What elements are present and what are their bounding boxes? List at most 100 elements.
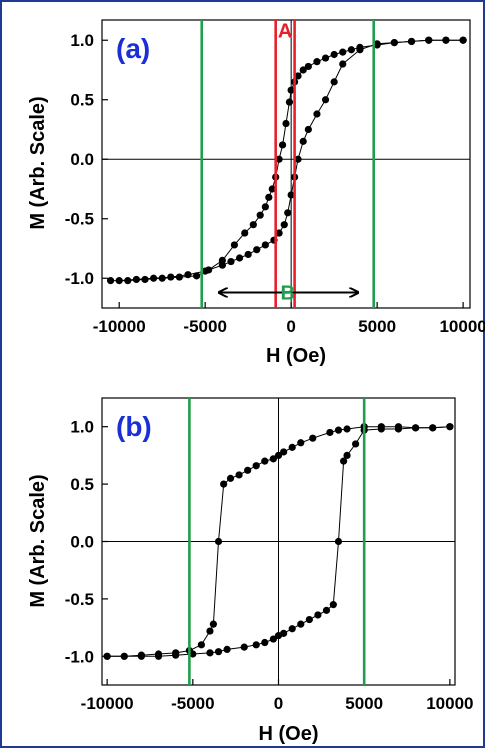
panel-b-data-point bbox=[206, 627, 214, 635]
panel-b-data-point bbox=[326, 428, 334, 437]
panel-b-data-point bbox=[309, 434, 317, 442]
panel-a-ytick-label: 1.0 bbox=[70, 31, 94, 50]
panel-b-data-point bbox=[297, 439, 305, 447]
panel-b-data-point bbox=[214, 648, 223, 656]
panel-b-data-point bbox=[343, 451, 351, 459]
panel-a-ytick-label: 0.5 bbox=[70, 91, 94, 110]
panel-b-ytick-label: 0.0 bbox=[70, 533, 94, 552]
panel-b-xtick-label: 10000 bbox=[426, 694, 473, 713]
panel-b-data-point bbox=[120, 652, 128, 660]
panel-a-data-point bbox=[218, 261, 226, 269]
panel-a-data-point bbox=[294, 72, 302, 80]
panel-b-ylabel: M (Arb. Scale) bbox=[27, 474, 49, 607]
panel-a-data-point bbox=[124, 277, 132, 285]
panel-a-data-point bbox=[268, 185, 276, 193]
panel-a-data-point bbox=[184, 271, 192, 279]
panel-a-data-point bbox=[230, 241, 239, 249]
panel-b-data-point bbox=[394, 425, 403, 433]
panel-b-xlabel: H (Oe) bbox=[259, 723, 319, 745]
panel-b-data-point bbox=[329, 601, 337, 609]
panel-a-data-point bbox=[304, 125, 312, 134]
panel-b-ytick-label: -0.5 bbox=[65, 590, 94, 609]
panel-b-data-point bbox=[334, 537, 343, 546]
panel-a-data-point bbox=[249, 221, 257, 229]
panel-a-data-point bbox=[201, 267, 209, 275]
panel-a-xtick-label: 5000 bbox=[358, 317, 396, 336]
panel-b-data-point bbox=[377, 425, 385, 433]
panel-b-data-point bbox=[288, 443, 296, 451]
panel-b-ytick-label: -1.0 bbox=[65, 647, 94, 666]
panel-b-data-point bbox=[244, 466, 252, 474]
panel-a-data-point bbox=[313, 58, 321, 66]
panel-a-ytick-label: 0.0 bbox=[70, 150, 94, 169]
panel-b-xtick-label: -10000 bbox=[81, 694, 134, 713]
panel-b-ytick-label: 0.5 bbox=[70, 475, 94, 494]
panel-b-data-point bbox=[322, 606, 331, 614]
panel-b-data-point bbox=[172, 651, 180, 659]
panel-a-data-point bbox=[313, 110, 321, 118]
panel-b-data-point bbox=[197, 641, 205, 649]
panel-b-xtick-label: 5000 bbox=[345, 694, 383, 713]
panel-a-data-point bbox=[347, 46, 355, 54]
panel-a-data-point bbox=[158, 274, 166, 282]
panel-a-data-point bbox=[294, 155, 302, 163]
panel-a-data-point bbox=[167, 273, 175, 281]
panel-a-data-point bbox=[299, 137, 307, 145]
panel-a-plot: -10000 -5000 0 5000 10000 1.0 0.5 0.0 -0.5 -1.0 H … bbox=[27, 19, 485, 367]
panel-a-data-point bbox=[407, 37, 416, 46]
panel-b-xtick-label: 0 bbox=[274, 694, 283, 713]
panel-b-data-point bbox=[297, 620, 305, 628]
panel-a-data-point bbox=[106, 277, 115, 285]
panel-a-data-point bbox=[339, 48, 347, 56]
panel-b-data-point bbox=[269, 455, 277, 463]
panel-a-annotation-a: A bbox=[278, 21, 292, 43]
panel-a-data-point bbox=[280, 221, 288, 229]
panel-a-data-point bbox=[275, 155, 283, 163]
panel-a-data-point bbox=[244, 250, 252, 259]
panel-a-series-1-line bbox=[110, 39, 464, 282]
panel-a-data-point bbox=[299, 66, 307, 74]
panel-a-label: (a) bbox=[116, 33, 150, 64]
panel-a-data-point bbox=[261, 203, 269, 211]
panel-a-data-point bbox=[373, 40, 381, 48]
panel-b-xtick-label: -5000 bbox=[171, 694, 214, 713]
panel-a-data-point bbox=[390, 39, 398, 47]
panel-b-data-point bbox=[343, 425, 351, 433]
panel-a-data-point bbox=[275, 229, 283, 237]
panel-a-xlabel: H (Oe) bbox=[266, 345, 326, 367]
panel-a-ytick-label: -0.5 bbox=[65, 210, 94, 229]
panel-b-data-point bbox=[240, 643, 248, 651]
panel-b-data-point bbox=[261, 638, 269, 647]
panel-b-data-point bbox=[274, 632, 283, 640]
panel-b-data-point bbox=[340, 457, 348, 465]
panel-b-data-point bbox=[252, 641, 260, 649]
panel-b-data-point bbox=[411, 424, 420, 432]
panel-a-xtick-label: -5000 bbox=[183, 317, 226, 336]
panel-a-xtick-label: 10000 bbox=[439, 317, 485, 336]
panel-b-data-point bbox=[206, 649, 214, 657]
panel-b-data-point bbox=[252, 462, 260, 470]
panel-b-data-point bbox=[446, 423, 454, 431]
panel-b-data-point bbox=[261, 457, 269, 465]
panel-a-data-point bbox=[339, 60, 347, 68]
panel-b-data-point bbox=[429, 424, 437, 432]
panel-a-data-point bbox=[321, 96, 330, 104]
panel-a-data-point bbox=[175, 273, 183, 281]
panel-b-data-point bbox=[223, 645, 231, 654]
panel-b-data-point bbox=[274, 451, 283, 459]
panel-b-data-point bbox=[280, 448, 288, 456]
panel-a-data-point bbox=[278, 141, 287, 149]
panel-a-data-point bbox=[261, 241, 269, 249]
panel-a-data-point bbox=[149, 274, 158, 282]
panel-a-data-point bbox=[282, 119, 290, 128]
panel-a-data-point bbox=[227, 257, 235, 266]
panel-b-data-point bbox=[209, 620, 217, 628]
panel-b-ytick-label: 1.0 bbox=[70, 418, 94, 437]
panel-a-xtick-label: -10000 bbox=[93, 317, 146, 336]
panel-b-data-point bbox=[220, 480, 228, 488]
panel-a-xtick-label: 0 bbox=[286, 317, 295, 336]
panel-b-data-point bbox=[305, 615, 313, 624]
panel-a-data-point bbox=[285, 98, 294, 106]
